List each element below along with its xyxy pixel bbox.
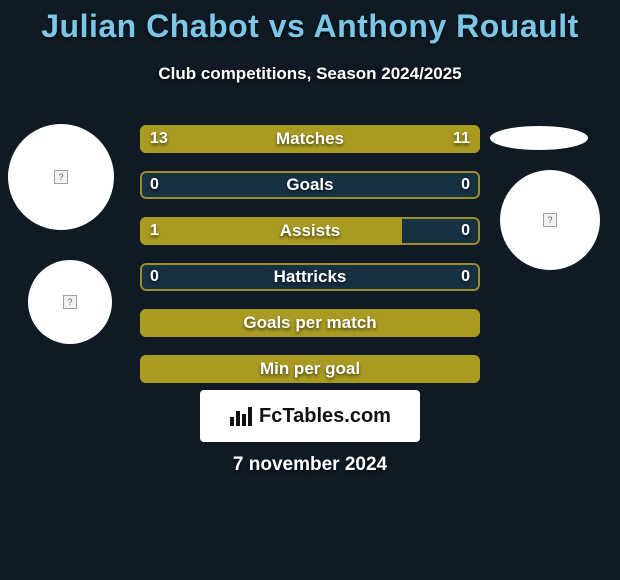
stat-row-value-left: 0 (150, 263, 159, 291)
stat-row: Hattricks0 0 (140, 263, 480, 291)
image-placeholder-icon: ? (54, 170, 68, 184)
brand-text: FcTables.com (259, 405, 391, 428)
date-text: 7 november 2024 (0, 454, 620, 476)
avatar-circle: ? (8, 124, 114, 230)
avatar-circle: ? (500, 170, 600, 270)
brand-badge: FcTables.com (200, 390, 420, 442)
stat-row-value-right: 0 (461, 263, 470, 291)
stat-row: Goals0 0 (140, 171, 480, 199)
page-subtitle: Club competitions, Season 2024/2025 (0, 64, 620, 84)
stat-row: Matches13 11 (140, 125, 480, 153)
stat-row-label: Matches (140, 125, 480, 153)
avatar-circle (490, 126, 588, 150)
stat-row-value-right: 0 (461, 171, 470, 199)
stat-row-label: Min per goal (140, 355, 480, 383)
stat-row-label: Goals per match (140, 309, 480, 337)
stat-row-label: Assists (140, 217, 480, 245)
stat-row-label: Hattricks (140, 263, 480, 291)
stat-row: Min per goal (140, 355, 480, 383)
stat-row: Goals per match (140, 309, 480, 337)
stat-row-value-right: 0 (461, 217, 470, 245)
image-placeholder-icon: ? (63, 295, 77, 309)
page-title: Julian Chabot vs Anthony Rouault (0, 8, 620, 45)
stat-row: Assists1 0 (140, 217, 480, 245)
stat-row-label: Goals (140, 171, 480, 199)
stat-row-value-left: 13 (150, 125, 168, 153)
comparison-rows: Matches1311Goals00Assists10Hattricks00Go… (140, 125, 480, 401)
image-placeholder-icon: ? (543, 213, 557, 227)
bars-icon (229, 405, 253, 427)
stat-row-value-right: 11 (453, 125, 470, 153)
stat-row-value-left: 1 (150, 217, 159, 245)
stat-row-value-left: 0 (150, 171, 159, 199)
avatar-circle: ? (28, 260, 112, 344)
